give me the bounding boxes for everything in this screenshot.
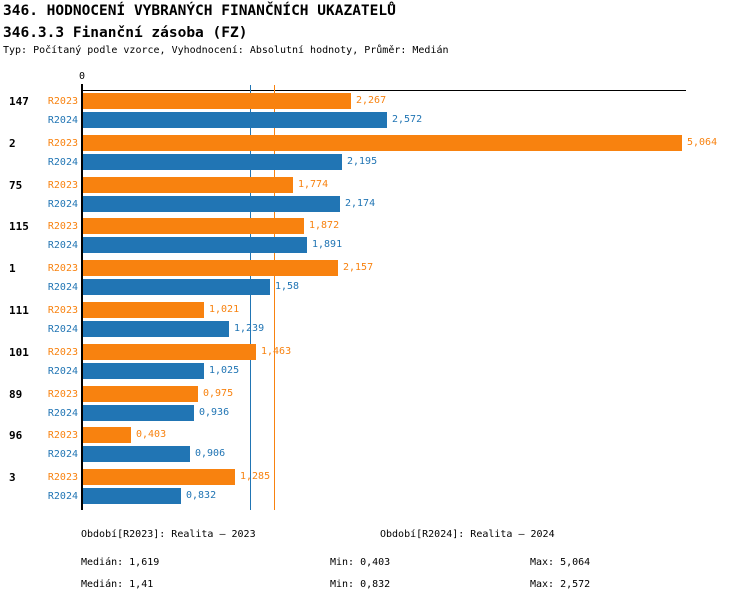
category-label: 89 <box>9 388 23 401</box>
legend-period-2024: Období[R2024]: Realita – 2024 <box>380 529 555 540</box>
series-label-r2023: R2023 <box>47 430 78 441</box>
bar-r2024 <box>83 488 181 504</box>
bar-r2024 <box>83 405 194 421</box>
bar-value-r2023: 1,872 <box>309 220 340 231</box>
bar-value-r2023: 1,021 <box>209 304 240 315</box>
series-label-r2023: R2023 <box>47 221 78 232</box>
bar-r2024 <box>83 154 342 170</box>
zero-tick-label: 0 <box>78 71 86 82</box>
bar-r2023 <box>83 218 304 234</box>
bar-value-r2024: 1,891 <box>312 239 343 250</box>
bar-r2023 <box>83 427 131 443</box>
reference-line-median-2024 <box>250 85 251 510</box>
series-label-r2023: R2023 <box>47 96 78 107</box>
bar-r2023 <box>83 469 235 485</box>
bar-r2024 <box>83 363 204 379</box>
series-label-r2024: R2024 <box>47 408 78 419</box>
series-label-r2024: R2024 <box>47 115 78 126</box>
series-label-r2024: R2024 <box>47 282 78 293</box>
category-label: 75 <box>9 179 23 192</box>
stat-max-2024: Max: 2,572 <box>530 579 591 590</box>
category-label: 115 <box>9 220 29 233</box>
series-label-r2024: R2024 <box>47 366 78 377</box>
stat-median-2024: Medián: 1,41 <box>81 579 154 590</box>
series-label-r2024: R2024 <box>47 240 78 251</box>
category-label: 96 <box>9 429 23 442</box>
bar-value-r2023: 5,064 <box>687 137 718 148</box>
bar-value-r2023: 1,463 <box>261 346 292 357</box>
bar-value-r2024: 0,906 <box>195 448 226 459</box>
bar-r2024 <box>83 446 190 462</box>
category-label: 111 <box>9 304 29 317</box>
x-axis-line <box>81 90 686 91</box>
bar-value-r2024: 1,239 <box>234 323 265 334</box>
bar-value-r2024: 0,936 <box>199 407 230 418</box>
bar-r2024 <box>83 279 270 295</box>
bar-r2023 <box>83 135 682 151</box>
series-label-r2023: R2023 <box>47 180 78 191</box>
bar-value-r2023: 1,774 <box>298 179 329 190</box>
series-label-r2023: R2023 <box>47 472 78 483</box>
bar-value-r2024: 1,025 <box>209 365 240 376</box>
bar-value-r2023: 2,157 <box>343 262 374 273</box>
series-label-r2024: R2024 <box>47 491 78 502</box>
series-label-r2023: R2023 <box>47 138 78 149</box>
bar-r2024 <box>83 321 229 337</box>
stat-min-2023: Min: 0,403 <box>330 557 391 568</box>
bar-value-r2023: 0,975 <box>203 388 234 399</box>
series-label-r2023: R2023 <box>47 305 78 316</box>
legend-period-2023: Období[R2023]: Realita – 2023 <box>81 529 256 540</box>
bar-value-r2024: 1,58 <box>275 281 300 292</box>
category-label: 3 <box>9 471 16 484</box>
category-label: 147 <box>9 95 29 108</box>
series-label-r2024: R2024 <box>47 449 78 460</box>
stat-median-2023: Medián: 1,619 <box>81 557 160 568</box>
series-label-r2023: R2023 <box>47 347 78 358</box>
series-label-r2024: R2024 <box>47 157 78 168</box>
bar-r2024 <box>83 112 387 128</box>
bar-value-r2024: 2,572 <box>392 114 423 125</box>
y-axis-line <box>81 84 83 510</box>
reference-line-median-2023 <box>274 85 275 510</box>
category-label: 2 <box>9 137 16 150</box>
bar-r2023 <box>83 302 204 318</box>
bar-value-r2023: 2,267 <box>356 95 387 106</box>
bar-r2023 <box>83 260 338 276</box>
category-label: 1 <box>9 262 16 275</box>
stat-min-2024: Min: 0,832 <box>330 579 391 590</box>
bar-r2024 <box>83 196 340 212</box>
series-label-r2023: R2023 <box>47 263 78 274</box>
stat-max-2023: Max: 5,064 <box>530 557 591 568</box>
bar-r2023 <box>83 177 293 193</box>
series-label-r2024: R2024 <box>47 324 78 335</box>
bar-r2023 <box>83 386 198 402</box>
category-label: 101 <box>9 346 29 359</box>
report-subtitle: 346.3.3 Finanční zásoba (FZ) <box>3 25 248 41</box>
bar-r2023 <box>83 344 256 360</box>
report-title: 346. HODNOCENÍ VYBRANÝCH FINANČNÍCH UKAZ… <box>3 3 396 19</box>
bar-value-r2024: 2,174 <box>345 198 376 209</box>
bar-r2023 <box>83 93 351 109</box>
bar-value-r2023: 1,285 <box>240 471 271 482</box>
bar-value-r2024: 0,832 <box>186 490 217 501</box>
bar-r2024 <box>83 237 307 253</box>
report-meta-line: Typ: Počítaný podle vzorce, Vyhodnocení:… <box>3 45 449 56</box>
bar-value-r2024: 2,195 <box>347 156 378 167</box>
series-label-r2023: R2023 <box>47 389 78 400</box>
series-label-r2024: R2024 <box>47 199 78 210</box>
bar-value-r2023: 0,403 <box>136 429 167 440</box>
